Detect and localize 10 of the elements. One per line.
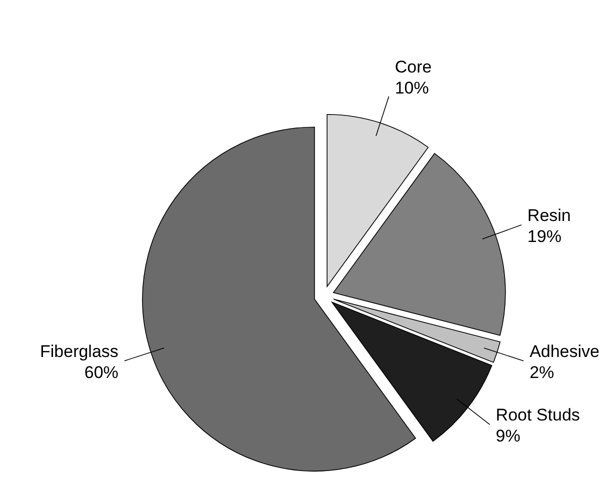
slice-label: Root Studs — [496, 406, 580, 425]
data-label: 10% — [394, 78, 429, 98]
data-label: 9% — [496, 426, 520, 446]
slice-label: Fiberglass — [40, 342, 118, 361]
data-label: 19% — [527, 226, 562, 246]
slice-label: Adhesive — [530, 342, 600, 361]
slice-label: Core — [394, 57, 432, 76]
data-label: 60% — [84, 362, 118, 382]
data-label: 2% — [530, 362, 554, 382]
slice-label: Resin — [527, 206, 571, 225]
